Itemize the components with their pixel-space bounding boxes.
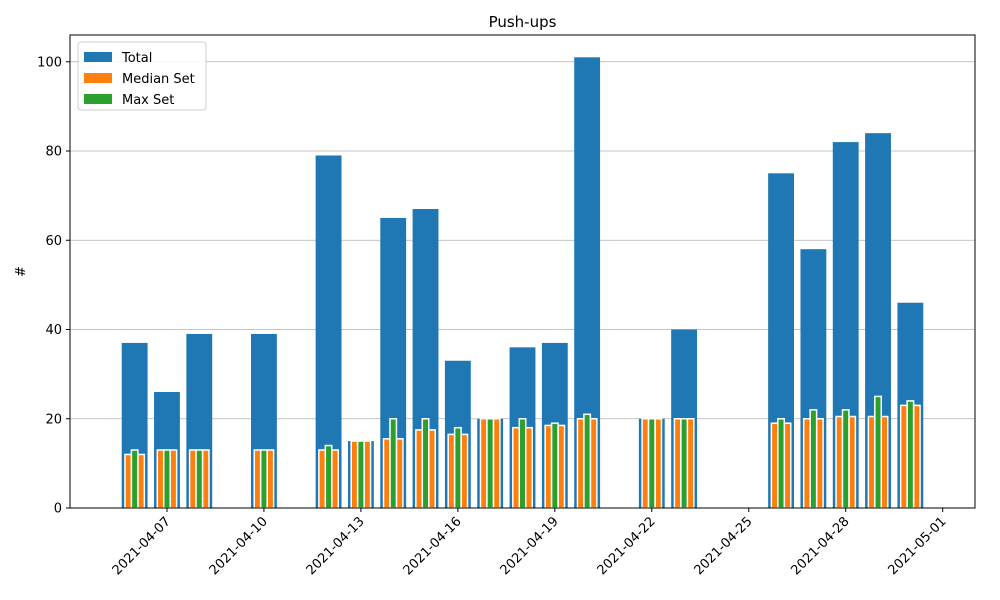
- y-tick-label: 80: [45, 145, 62, 160]
- bar-median-set: [654, 418, 663, 509]
- bar-median-set: [802, 418, 811, 509]
- y-tick-label: 60: [45, 234, 62, 249]
- y-tick-label: 0: [54, 502, 62, 517]
- y-tick-label: 40: [45, 323, 62, 338]
- bar-median-set: [557, 424, 566, 509]
- bar-median-set: [512, 426, 521, 509]
- bar-median-set: [124, 453, 133, 509]
- bar-median-set: [899, 404, 908, 509]
- bar-median-set: [188, 449, 197, 509]
- bar-max-set: [550, 422, 559, 509]
- legend-swatch: [84, 52, 112, 62]
- bar-median-set: [815, 418, 824, 509]
- chart-title: Push-ups: [489, 13, 557, 31]
- bar-max-set: [356, 440, 365, 509]
- y-axis-ticks: 0 20 40 60 80 100: [37, 55, 70, 517]
- bar-median-set: [783, 422, 792, 509]
- legend-label: Total: [121, 51, 152, 66]
- bar-median-set: [331, 449, 340, 509]
- y-tick-label: 20: [45, 412, 62, 427]
- bar-median-set: [447, 433, 456, 509]
- bar-max-set: [841, 409, 850, 509]
- bar-median-set: [415, 429, 424, 509]
- legend: Total Median Set Max Set: [77, 41, 207, 111]
- bar-median-set: [589, 418, 598, 509]
- bar-median-set: [460, 433, 469, 509]
- bar-max-set: [130, 449, 139, 509]
- bar-max-set: [874, 395, 883, 509]
- bar-median-set: [544, 424, 553, 509]
- axes-frame: [69, 34, 976, 509]
- bar-median-set: [156, 449, 165, 509]
- bar-max-set: [389, 418, 398, 509]
- bar-median-set: [848, 415, 857, 509]
- bar-median-set: [350, 440, 359, 509]
- bar-median-set: [201, 449, 210, 509]
- bar-max-set: [809, 409, 818, 509]
- bars: [121, 57, 924, 509]
- bar-median-set: [253, 449, 262, 509]
- bar-median-set: [880, 415, 889, 509]
- bar-max-set: [777, 418, 786, 509]
- bar-max-set: [195, 449, 204, 509]
- bar-median-set: [770, 422, 779, 509]
- bar-median-set: [673, 418, 682, 509]
- y-tick-label: 100: [37, 55, 62, 70]
- bar-median-set: [363, 440, 372, 509]
- bar-median-set: [912, 404, 921, 509]
- bar-max-set: [647, 418, 656, 509]
- bar-median-set: [382, 438, 391, 509]
- bar-max-set: [906, 400, 915, 509]
- bar-max-set: [680, 418, 689, 509]
- legend-label: Max Set: [122, 93, 174, 108]
- bar-median-set: [266, 449, 275, 509]
- legend-swatch: [84, 94, 112, 104]
- bar-median-set: [492, 418, 501, 509]
- legend-label: Median Set: [122, 72, 195, 87]
- bar-max-set: [583, 413, 592, 509]
- bar-median-set: [524, 426, 533, 509]
- bar-median-set: [479, 418, 488, 509]
- bar-max-set: [453, 426, 462, 509]
- bar-median-set: [318, 449, 327, 509]
- bar-median-set: [395, 438, 404, 509]
- bar-median-set: [137, 453, 146, 509]
- bar-median-set: [576, 418, 585, 509]
- bar-max-set: [259, 449, 268, 509]
- bar-median-set: [169, 449, 178, 509]
- bar-median-set: [428, 429, 436, 509]
- bar-max-set: [518, 418, 527, 509]
- bar-max-set: [162, 449, 171, 509]
- y-axis-label: #: [14, 266, 29, 277]
- bar-max-set: [421, 418, 430, 509]
- bar-median-set: [686, 418, 695, 509]
- bar-median-set: [867, 415, 876, 509]
- bar-median-set: [835, 415, 844, 509]
- bar-median-set: [641, 418, 650, 509]
- bar-max-set: [324, 444, 333, 509]
- bar-max-set: [486, 418, 495, 509]
- legend-swatch: [84, 73, 112, 83]
